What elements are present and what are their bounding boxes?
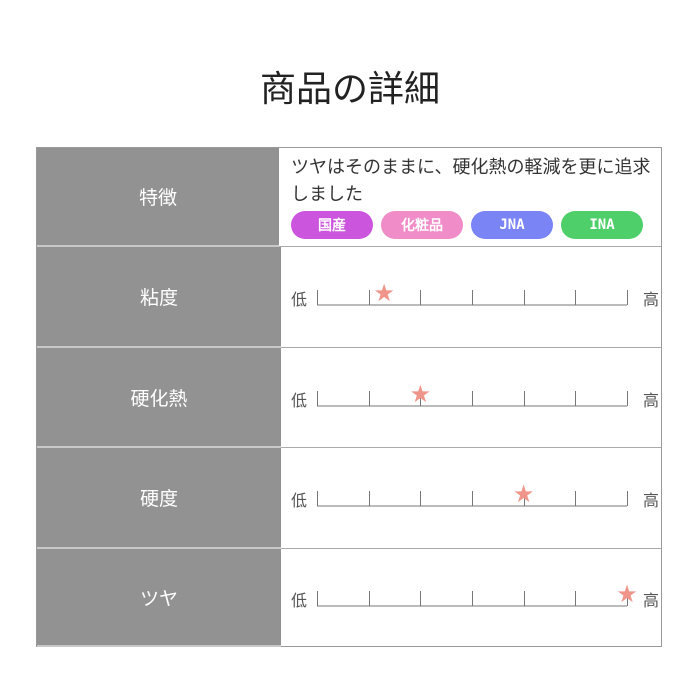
scale-tick [420,590,422,606]
row-features: 特徴 ツヤはそのままに、硬化熱の軽減を更に追求しました 国産 化粧品 JNA I… [37,148,661,247]
scale-high-label: 高 [643,590,660,610]
scale-line [317,505,627,507]
scale-tick [472,491,473,506]
scale-tick [317,290,318,305]
page-title: 商品の詳細 [259,69,440,110]
row-label: 特徴 [37,148,279,247]
rating-star-icon: ★ [409,379,432,408]
scale-tick [368,590,370,606]
scale-tick [368,290,370,305]
scale-low-label: 低 [291,590,308,610]
scale-tick [420,390,422,406]
row-hardness: 硬度 低 高 ★ [37,448,661,549]
scale-tick [472,390,473,406]
scale-tick [575,290,577,305]
scale-cell: 低 高 ★ [281,247,661,347]
scale-cell: 低 高 ★ [281,549,661,646]
scale-low-label: 低 [291,390,308,410]
scale-cell: 低 高 ★ [281,448,661,548]
tag-cosmetic: 化粧品 [381,211,463,239]
scale-tick [523,390,525,406]
scale-high-label: 高 [643,390,660,410]
scale-tick [317,491,318,506]
rating-scale: 低 高 ★ [281,379,661,413]
row-curing-heat: 硬化熱 低 高 ★ [37,348,661,448]
scale-tick [627,390,628,406]
scale-line [317,404,627,407]
scale-tick [472,590,473,606]
scale-low-label: 低 [291,290,308,309]
rating-scale: 低 高 ★ [281,480,661,513]
scale-cell: 低 高 ★ [281,348,661,447]
row-label: 粘度 [37,247,281,348]
scale-tick [523,590,525,606]
scale-line [317,604,627,607]
scale-tick [368,390,370,406]
row-label: 硬化熱 [37,348,281,448]
scale-tick [420,290,422,305]
tag-jna: JNA [471,211,553,239]
rating-star-icon: ★ [373,279,395,307]
scale-low-label: 低 [291,491,308,510]
rating-scale: 低 高 ★ [281,279,661,312]
rating-scale: 低 高 ★ [281,579,661,613]
scale-tick [368,491,370,506]
tag-domestic: 国産 [291,211,373,239]
scale-tick [627,590,628,606]
scale-tick [627,491,628,506]
row-viscosity: 粘度 低 高 ★ [37,247,661,348]
rating-star-icon: ★ [512,480,535,508]
scale-high-label: 高 [643,491,660,510]
scale-tick [575,491,577,506]
row-label: 硬度 [37,448,281,549]
tag-ina: INA [561,211,643,239]
scale-tick [317,390,318,406]
scale-tick [523,491,525,506]
feature-description: ツヤはそのままに、硬化熱の軽減を更に追求しました [291,157,651,205]
row-label: ツヤ [37,549,281,647]
scale-tick [575,390,577,406]
scale-tick [627,290,628,305]
scale-line [317,304,627,306]
row-gloss: ツヤ 低 高 ★ [37,549,661,647]
scale-tick [472,290,473,305]
scale-tick [420,491,422,506]
scale-tick [575,590,577,606]
features-cell: ツヤはそのままに、硬化熱の軽減を更に追求しました 国産 化粧品 JNA INA [279,148,661,246]
scale-high-label: 高 [643,290,660,309]
scale-tick [523,290,525,305]
rating-star-icon: ★ [616,579,638,608]
tag-list: 国産 化粧品 JNA INA [279,208,661,239]
product-details-table: 特徴 ツヤはそのままに、硬化熱の軽減を更に追求しました 国産 化粧品 JNA I… [36,147,662,647]
scale-tick [317,590,318,606]
